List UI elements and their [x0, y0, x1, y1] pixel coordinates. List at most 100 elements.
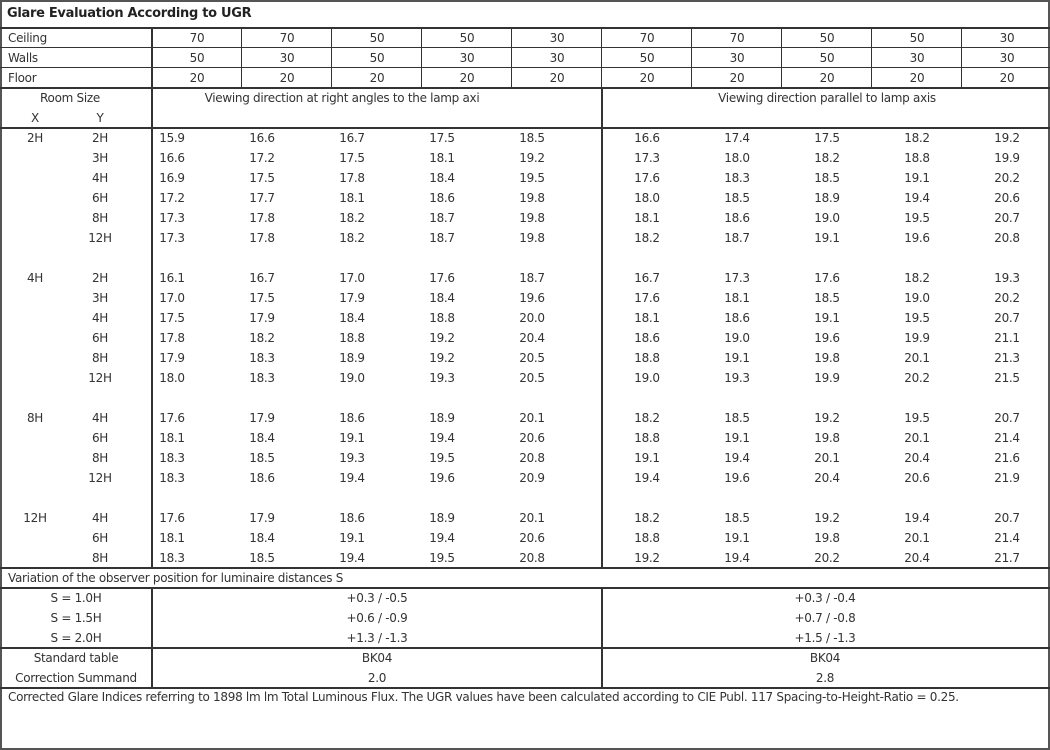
ugr-value-perp: 18.6	[249, 471, 275, 485]
ugr-value-perp: 19.4	[429, 531, 455, 545]
ugr-value-para: 18.5	[724, 411, 750, 425]
ugr-value-para: 19.8	[814, 531, 840, 545]
ugr-value-perp: 18.1	[159, 531, 185, 545]
ugr-value-para: 19.2	[994, 131, 1020, 145]
ceiling-label: Ceiling	[8, 31, 47, 45]
ugr-value-perp: 17.7	[249, 191, 275, 205]
ugr-value-perp: 18.2	[249, 331, 275, 345]
variation-title: Variation of the observer position for l…	[8, 571, 344, 585]
ugr-value-perp: 17.0	[159, 291, 185, 305]
ugr-value-para: 19.1	[724, 351, 750, 365]
ugr-value-para: 20.4	[904, 551, 930, 565]
ugr-value-perp: 19.2	[429, 331, 455, 345]
ugr-value-para: 19.2	[634, 551, 660, 565]
ugr-value-para: 18.2	[634, 511, 660, 525]
ceiling-value: 70	[279, 31, 295, 45]
ugr-value-perp: 17.2	[249, 151, 275, 165]
divider	[871, 28, 872, 88]
ugr-value-perp: 18.9	[429, 511, 455, 525]
floor-value: 20	[189, 71, 205, 85]
ugr-value-perp: 18.1	[159, 431, 185, 445]
ugr-value-perp: 16.1	[159, 271, 185, 285]
ugr-value-para: 19.5	[904, 411, 930, 425]
room-x: 2H	[26, 131, 44, 145]
ugr-value-para: 19.1	[724, 431, 750, 445]
variation-perp: +0.6 / -0.9	[346, 611, 408, 625]
ugr-value-para: 18.8	[634, 351, 660, 365]
ugr-value-perp: 17.5	[159, 311, 185, 325]
room-y: 2H	[91, 271, 109, 285]
ugr-value-perp: 18.7	[519, 271, 545, 285]
ugr-value-para: 18.3	[724, 171, 750, 185]
ugr-value-perp: 19.5	[519, 171, 545, 185]
ugr-value-perp: 20.0	[519, 311, 545, 325]
ugr-value-perp: 17.3	[159, 211, 185, 225]
ugr-value-perp: 17.6	[429, 271, 455, 285]
variation-para: +0.7 / -0.8	[794, 611, 856, 625]
ugr-value-perp: 17.9	[159, 351, 185, 365]
ugr-value-perp: 19.2	[429, 351, 455, 365]
room-y: 8H	[91, 351, 109, 365]
ugr-value-para: 17.6	[814, 271, 840, 285]
room-y: 6H	[91, 531, 109, 545]
ugr-value-perp: 17.9	[249, 411, 275, 425]
ugr-value-para: 20.2	[994, 291, 1020, 305]
ugr-value-perp: 20.1	[519, 511, 545, 525]
ugr-value-perp: 19.5	[429, 551, 455, 565]
walls-value: 30	[999, 51, 1015, 65]
ugr-value-para: 18.7	[724, 231, 750, 245]
ugr-value-perp: 18.2	[339, 231, 365, 245]
ugr-value-perp: 17.2	[159, 191, 185, 205]
ugr-value-perp: 17.6	[159, 511, 185, 525]
divider	[601, 88, 603, 568]
ugr-value-perp: 18.4	[249, 531, 275, 545]
variation-para: +0.3 / -0.4	[794, 591, 856, 605]
ugr-value-perp: 18.3	[249, 371, 275, 385]
walls-value: 30	[729, 51, 745, 65]
ugr-value-perp: 20.8	[519, 551, 545, 565]
ceiling-value: 30	[549, 31, 565, 45]
ugr-value-perp: 20.4	[519, 331, 545, 345]
ugr-value-para: 20.7	[994, 411, 1020, 425]
ugr-value-perp: 18.5	[519, 131, 545, 145]
ugr-value-perp: 20.6	[519, 431, 545, 445]
ugr-value-perp: 19.3	[339, 451, 365, 465]
room-y: 8H	[91, 451, 109, 465]
divider	[0, 67, 1050, 68]
divider	[241, 28, 242, 88]
ugr-value-perp: 19.4	[339, 471, 365, 485]
variation-label: S = 1.0H	[50, 591, 102, 605]
ugr-value-perp: 18.8	[339, 331, 365, 345]
ugr-value-para: 19.1	[634, 451, 660, 465]
divider	[421, 28, 422, 88]
ugr-value-para: 18.8	[634, 431, 660, 445]
ugr-value-perp: 18.4	[339, 311, 365, 325]
table-title: Glare Evaluation According to UGR	[7, 6, 252, 21]
ugr-value-para: 17.6	[634, 171, 660, 185]
ceiling-value: 50	[909, 31, 925, 45]
ugr-value-para: 18.9	[814, 191, 840, 205]
ugr-value-para: 21.9	[994, 471, 1020, 485]
ugr-value-para: 17.5	[814, 131, 840, 145]
ugr-value-para: 18.1	[634, 311, 660, 325]
ugr-value-para: 18.8	[904, 151, 930, 165]
ugr-value-perp: 16.6	[249, 131, 275, 145]
ugr-value-perp: 19.5	[429, 451, 455, 465]
ceiling-value: 50	[369, 31, 385, 45]
ugr-value-para: 18.5	[724, 511, 750, 525]
ugr-value-para: 21.6	[994, 451, 1020, 465]
ugr-value-para: 18.6	[724, 311, 750, 325]
ugr-value-para: 20.8	[994, 231, 1020, 245]
floor-value: 20	[909, 71, 925, 85]
room-y: 2H	[91, 131, 109, 145]
variation-label: S = 1.5H	[50, 611, 102, 625]
ugr-value-para: 20.1	[904, 351, 930, 365]
ugr-value-para: 18.8	[634, 531, 660, 545]
divider	[0, 687, 1050, 689]
ugr-value-perp: 18.4	[429, 171, 455, 185]
ugr-value-para: 17.3	[634, 151, 660, 165]
ugr-value-perp: 19.1	[339, 531, 365, 545]
ugr-value-para: 19.2	[814, 511, 840, 525]
ceiling-value: 70	[729, 31, 745, 45]
ugr-value-para: 16.7	[634, 271, 660, 285]
